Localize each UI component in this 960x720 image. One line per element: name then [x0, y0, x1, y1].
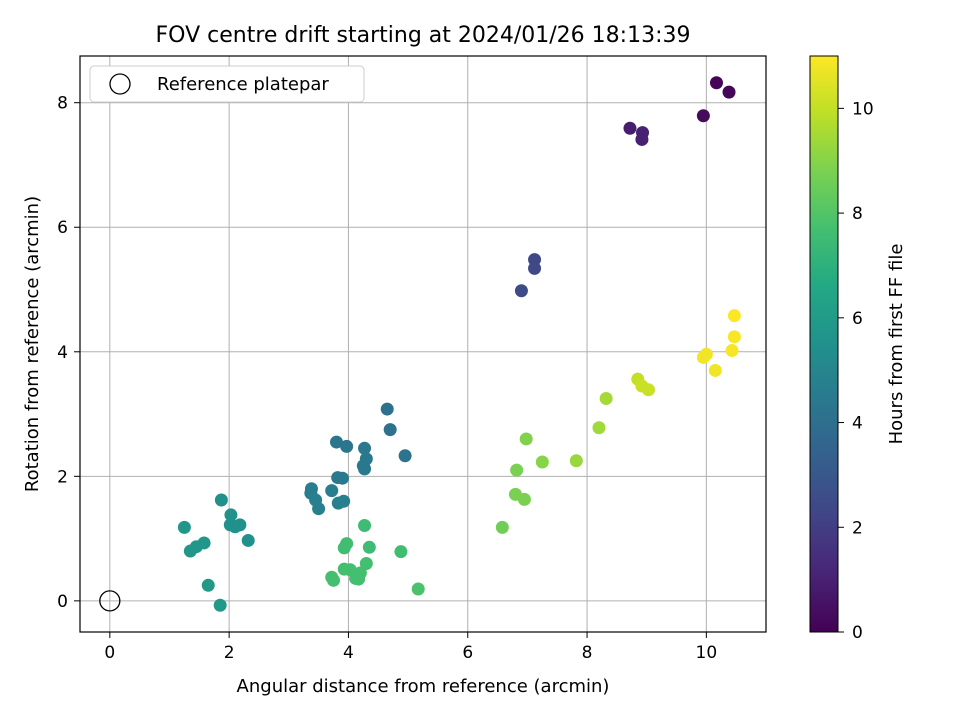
plot-frame	[79, 55, 767, 633]
data-point	[709, 76, 723, 90]
y-axis-ticks: 0 2 4 6 8	[57, 94, 80, 612]
legend-box	[89, 65, 365, 103]
data-point	[224, 508, 238, 522]
data-point	[337, 494, 351, 508]
data-point	[722, 85, 736, 99]
data-point	[183, 544, 197, 558]
data-point	[358, 519, 372, 533]
data-point	[517, 492, 531, 506]
data-point	[696, 109, 710, 123]
data-point	[398, 449, 412, 463]
data-point	[514, 284, 528, 298]
data-point	[569, 454, 583, 468]
data-point	[233, 518, 247, 532]
x-axis-ticks: 0 2 4 6 8 10	[104, 632, 717, 663]
data-point	[358, 462, 372, 476]
data-point	[340, 439, 354, 453]
colorbar-tick-label: 10	[852, 99, 874, 119]
data-point	[725, 344, 739, 358]
data-point	[380, 402, 394, 416]
colorbar-tick-label: 8	[852, 204, 863, 224]
data-point	[641, 383, 655, 397]
data-point	[708, 363, 722, 377]
chart-title: FOV centre drift starting at 2024/01/26 …	[156, 23, 691, 48]
data-point	[312, 502, 326, 516]
colorbar-tick-label: 0	[852, 623, 863, 643]
data-point	[394, 545, 408, 559]
data-point	[359, 557, 373, 571]
data-point	[635, 132, 649, 146]
y-tick-label: 6	[57, 218, 68, 238]
data-point	[727, 309, 741, 323]
legend-label: Reference platepar	[157, 74, 329, 95]
y-tick-label: 4	[57, 343, 68, 363]
data-points	[177, 76, 741, 612]
data-point	[330, 435, 344, 449]
grid-lines	[80, 56, 766, 632]
data-point	[241, 533, 255, 547]
x-tick-label: 10	[696, 643, 718, 663]
x-axis-title: Angular distance from reference (arcmin)	[237, 676, 610, 697]
data-point	[519, 432, 533, 446]
data-point	[623, 121, 637, 135]
data-point	[327, 573, 341, 587]
data-point	[358, 441, 372, 455]
data-point	[214, 493, 228, 507]
y-tick-label: 0	[57, 592, 68, 612]
data-point	[592, 421, 606, 435]
data-point	[325, 484, 339, 498]
data-point	[727, 330, 741, 344]
x-tick-label: 6	[462, 643, 473, 663]
data-point	[528, 261, 542, 275]
legend: Reference platepar	[89, 65, 365, 103]
y-axis-title: Rotation from reference (arcmin)	[22, 196, 43, 492]
data-point	[535, 455, 549, 469]
y-tick-label: 2	[57, 467, 68, 487]
colorbar-gradient	[809, 55, 839, 633]
data-point	[352, 572, 366, 586]
data-point	[213, 598, 227, 612]
colorbar-ticks: 0 2 4 6 8 10	[838, 99, 874, 643]
data-point	[699, 347, 713, 361]
data-point	[383, 423, 397, 437]
data-point	[177, 520, 191, 534]
reference-platepar-point	[99, 590, 121, 612]
x-tick-label: 0	[104, 643, 115, 663]
data-point	[362, 540, 376, 554]
legend-reference-icon	[109, 73, 131, 95]
y-tick-label: 8	[57, 94, 68, 114]
reference-marker	[99, 590, 121, 612]
data-point	[201, 578, 215, 592]
colorbar-title: Hours from first FF file	[886, 244, 907, 445]
x-tick-label: 8	[582, 643, 593, 663]
data-point	[495, 520, 509, 534]
colorbar-tick-label: 2	[852, 518, 863, 538]
x-tick-label: 2	[224, 643, 235, 663]
data-point	[337, 541, 351, 555]
data-point	[411, 582, 425, 596]
colorbar-tick-label: 6	[852, 309, 863, 329]
data-point	[599, 391, 613, 405]
data-point	[335, 471, 349, 485]
data-point	[510, 463, 524, 477]
x-tick-label: 4	[343, 643, 354, 663]
colorbar: 0 2 4 6 8 10 Hours from first FF file	[809, 55, 907, 643]
colorbar-tick-label: 4	[852, 414, 863, 434]
